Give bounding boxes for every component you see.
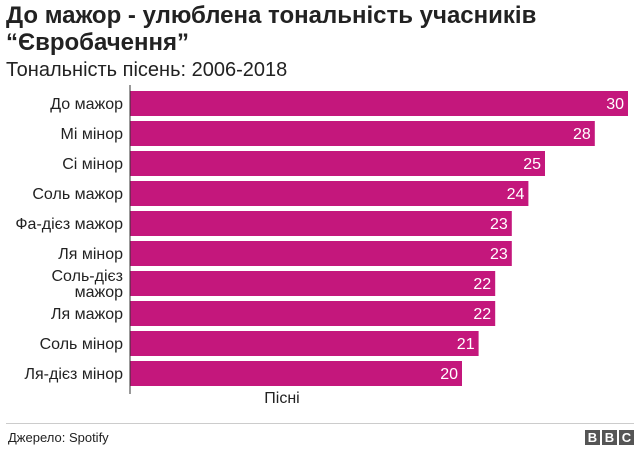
category-label: Соль мажор	[32, 186, 123, 203]
chart-title: До мажор - улюблена тональність учасникі…	[6, 2, 537, 56]
bar-value-label: 21	[457, 336, 475, 353]
bar-value-label: 28	[573, 126, 591, 143]
bar	[130, 91, 628, 116]
logo-letter: B	[602, 430, 617, 445]
bar-value-label: 20	[440, 366, 458, 383]
logo-letter: C	[619, 430, 634, 445]
category-label: Фа-дієз мажор	[15, 216, 123, 233]
footer-divider	[6, 423, 634, 424]
category-label: Ля-дієз мінор	[24, 366, 123, 383]
bar-value-label: 25	[523, 156, 541, 173]
source-note: Джерело: Spotify	[8, 430, 109, 445]
x-axis-label: Пісні	[264, 390, 299, 407]
bar-value-label: 22	[473, 276, 491, 293]
category-label: Ля мажор	[51, 306, 123, 323]
bar-value-label: 24	[507, 186, 525, 203]
bar-value-label: 23	[490, 216, 508, 233]
chart-subtitle: Тональність пісень: 2006-2018	[6, 59, 288, 81]
bar	[130, 181, 529, 206]
category-label: Соль мінор	[40, 336, 124, 353]
bar	[130, 121, 595, 146]
bar-chart: 30 До мажор 28 Мі мінор 25 Сі мінор 24 Соль маж…	[15, 85, 628, 407]
bar	[130, 151, 545, 176]
category-label: Мі мінор	[60, 126, 123, 143]
category-label: Соль-дієз мажор	[52, 268, 124, 301]
bar-value-label: 30	[606, 96, 624, 113]
bar	[130, 361, 462, 386]
bbc-logo: B B C	[585, 430, 634, 445]
category-label: До мажор	[50, 96, 123, 113]
bar	[130, 271, 496, 296]
bar	[130, 211, 512, 236]
bar	[130, 301, 496, 326]
bar	[130, 241, 512, 266]
category-label: Сі мінор	[62, 156, 123, 173]
category-label: Ля мінор	[58, 246, 123, 263]
bar	[130, 331, 479, 356]
logo-letter: B	[585, 430, 600, 445]
bar-value-label: 22	[473, 306, 491, 323]
bar-value-label: 23	[490, 246, 508, 263]
